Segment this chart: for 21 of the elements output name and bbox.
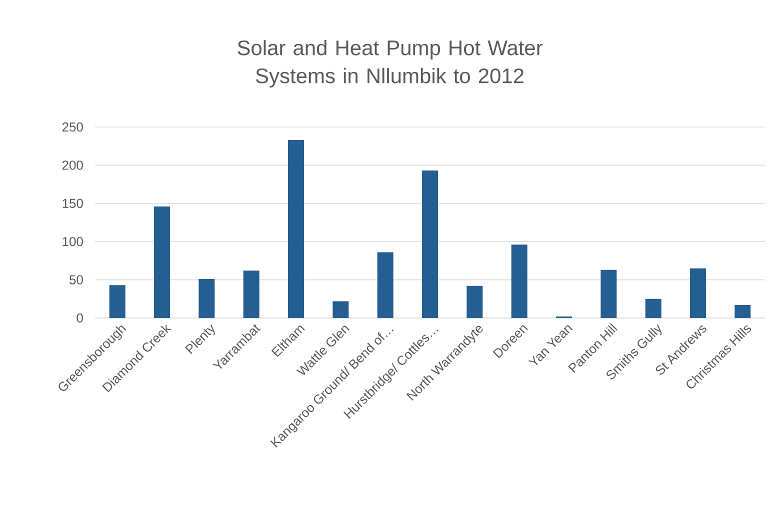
y-tick-label: 250 bbox=[62, 122, 83, 132]
y-tick-label: 100 bbox=[62, 236, 83, 246]
bar bbox=[154, 206, 170, 318]
bar bbox=[288, 140, 304, 318]
bar bbox=[198, 279, 215, 318]
bar bbox=[243, 270, 260, 318]
y-tick-label: 150 bbox=[62, 198, 83, 208]
bar bbox=[734, 305, 751, 318]
y-tick-label: 0 bbox=[76, 313, 83, 323]
chart-title: Solar and Heat Pump Hot Water Systems in Nllumbik to 2012 bbox=[238, 40, 543, 88]
bar bbox=[109, 285, 126, 318]
bar bbox=[466, 286, 483, 318]
bar bbox=[422, 170, 438, 318]
bar bbox=[332, 301, 349, 318]
bar bbox=[511, 244, 528, 318]
y-tick-label: 50 bbox=[70, 275, 83, 284]
bar bbox=[377, 252, 394, 318]
bar bbox=[600, 270, 617, 318]
bar bbox=[690, 268, 706, 318]
bar bbox=[645, 298, 662, 318]
y-tick-label: 200 bbox=[62, 160, 83, 170]
